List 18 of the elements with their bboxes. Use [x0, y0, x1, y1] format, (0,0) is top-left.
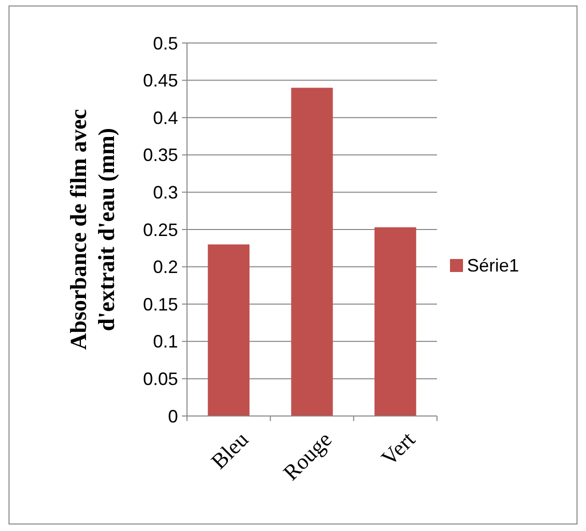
- y-tick-label: 0.35: [142, 145, 178, 166]
- y-tick-label: 0: [168, 406, 178, 426]
- y-tick-label: 0.5: [152, 33, 178, 54]
- bar: [291, 88, 333, 416]
- y-tick-label: 0.15: [142, 294, 178, 314]
- y-tick-label: 0.05: [142, 369, 178, 389]
- y-tick-label: 0.3: [152, 182, 178, 202]
- bar: [208, 244, 250, 416]
- y-tick-label: 0.4: [152, 108, 178, 128]
- y-tick-label: 0.2: [152, 257, 178, 278]
- y-tick-label: 0.45: [142, 70, 178, 91]
- y-axis-title: Absorbance de film avec d'extrait d'eau (mm): [66, 109, 119, 350]
- y-tick-label: 0.1: [152, 332, 178, 352]
- bar: [374, 227, 416, 416]
- legend-label: Série1: [467, 255, 520, 276]
- x-tick-label: Vert: [376, 426, 420, 470]
- y-tick-label: 0.25: [142, 220, 178, 240]
- x-tick-label: Bleu: [206, 426, 254, 474]
